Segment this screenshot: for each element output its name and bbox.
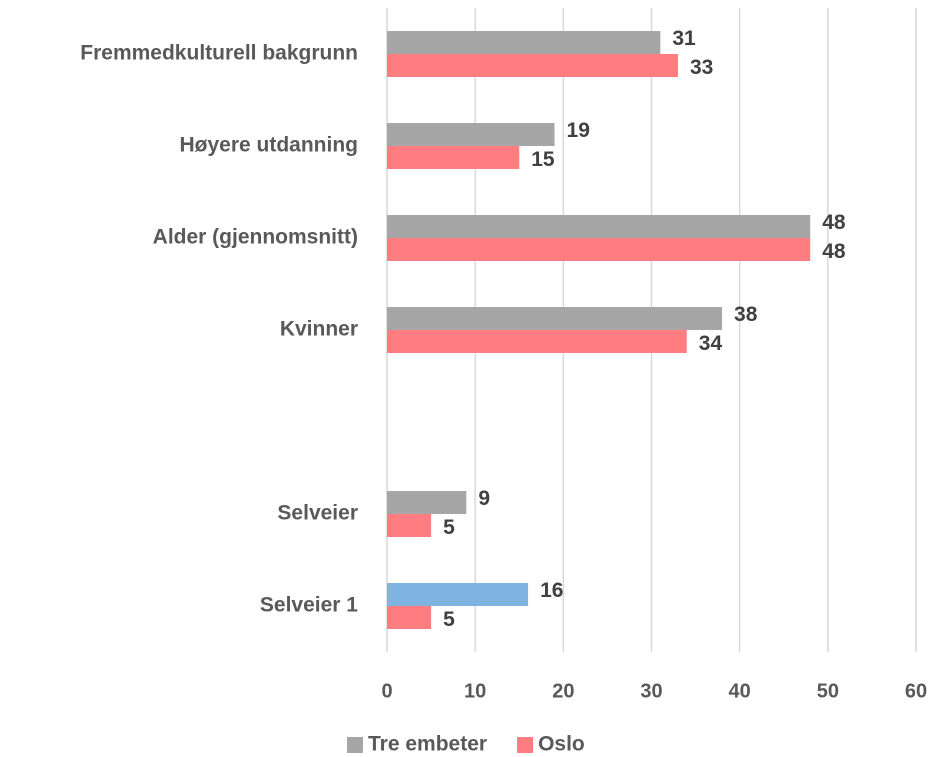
bar <box>387 146 520 169</box>
data-label: 19 <box>567 119 590 142</box>
data-label: 9 <box>478 487 490 510</box>
bar <box>387 215 811 238</box>
bar <box>387 491 467 514</box>
x-tick-label: 60 <box>905 680 927 702</box>
data-label: 48 <box>822 240 846 263</box>
legend-label: Tre embeter <box>368 733 487 756</box>
x-tick-label: 40 <box>729 680 751 702</box>
x-tick-label: 30 <box>640 680 662 702</box>
category-label: Fremmedkulturell bakgrunn <box>80 42 358 65</box>
bar <box>387 307 723 330</box>
category-label: Alder (gjennomsnitt) <box>153 226 358 249</box>
bar <box>387 514 432 537</box>
bar <box>387 330 687 353</box>
legend-swatch <box>347 737 363 753</box>
category-label: Selveier 1 <box>260 594 358 617</box>
data-label: 34 <box>699 332 723 355</box>
bar <box>387 54 678 77</box>
bar <box>387 123 555 146</box>
data-label: 5 <box>443 516 455 539</box>
x-tick-label: 20 <box>552 680 574 702</box>
data-label: 15 <box>531 148 555 171</box>
legend-swatch <box>517 737 534 753</box>
category-label: Kvinner <box>280 318 358 341</box>
legend-label: Oslo <box>538 733 585 756</box>
data-label: 16 <box>540 579 563 602</box>
data-label: 48 <box>822 211 846 234</box>
data-label: 33 <box>690 56 713 79</box>
bar <box>387 31 661 54</box>
data-label: 5 <box>443 608 455 631</box>
bar <box>387 606 432 629</box>
data-label: 31 <box>672 27 696 50</box>
x-tick-label: 10 <box>464 680 486 702</box>
category-label: Høyere utdanning <box>179 134 358 157</box>
bar <box>387 583 529 606</box>
category-label: Selveier <box>277 502 358 525</box>
x-tick-label: 50 <box>817 680 839 702</box>
x-tick-label: 0 <box>381 680 392 702</box>
data-label: 38 <box>734 303 758 326</box>
bar <box>387 238 811 261</box>
